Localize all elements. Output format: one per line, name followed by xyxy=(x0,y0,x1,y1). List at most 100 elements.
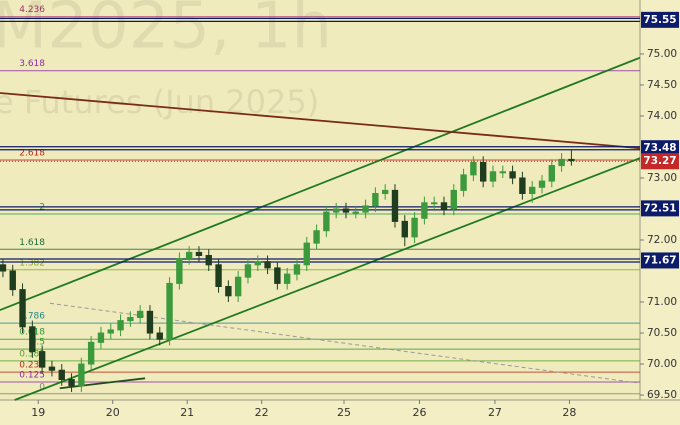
candle-body xyxy=(499,171,506,174)
candle-body xyxy=(293,264,301,275)
candle-body xyxy=(470,161,477,176)
candle-body xyxy=(254,261,261,266)
x-tick-label: 26 xyxy=(412,406,426,419)
trend-line xyxy=(59,377,146,390)
candle-body xyxy=(264,261,271,269)
candle-body xyxy=(528,186,536,194)
watermark: e Futures (Jun 2025) xyxy=(0,83,319,121)
x-tick-label: 27 xyxy=(488,406,502,419)
candle-body xyxy=(274,267,281,284)
price-label-box xyxy=(641,140,679,157)
price-label-box xyxy=(641,252,679,269)
candle-body xyxy=(136,310,144,319)
watermark: M2025, 1h xyxy=(0,0,332,64)
candle-body xyxy=(401,220,408,238)
candle-body xyxy=(38,351,46,368)
candle-body xyxy=(185,251,193,260)
candle-body xyxy=(479,161,487,182)
x-tick-label: 21 xyxy=(180,406,194,419)
x-tick-label: 20 xyxy=(106,406,120,419)
candle-body xyxy=(127,317,134,322)
fib-label: 1.618 xyxy=(19,238,45,248)
candle-body xyxy=(78,363,85,387)
price-label: 71.67 xyxy=(643,254,676,266)
candle-body xyxy=(9,270,16,291)
candle-body xyxy=(87,341,95,365)
candle-body xyxy=(362,205,369,213)
candle-body xyxy=(323,211,330,232)
fib-label: 4.236 xyxy=(19,5,45,15)
candle-body xyxy=(97,332,105,343)
candle-body xyxy=(519,177,526,194)
candle-body xyxy=(372,192,379,207)
price-label-box xyxy=(641,200,679,217)
price-label: 72.51 xyxy=(643,202,676,214)
candle-body xyxy=(58,369,65,381)
candle-body xyxy=(381,189,389,194)
fib-label: 1.382 xyxy=(19,258,45,268)
candle-body xyxy=(107,329,114,334)
candle-body xyxy=(538,180,546,188)
candle-body xyxy=(68,379,75,387)
candle-body xyxy=(421,202,428,219)
trend-line xyxy=(0,56,641,311)
candle-body xyxy=(234,276,242,297)
candle-body xyxy=(19,289,26,328)
x-tick-label: 28 xyxy=(562,406,576,419)
candle-body xyxy=(509,171,516,179)
candle-body xyxy=(352,211,359,214)
candle-body xyxy=(244,264,252,278)
candle-body xyxy=(460,174,467,191)
y-tick-label: 75.00 xyxy=(647,48,677,60)
y-tick-label: 74.00 xyxy=(647,110,677,122)
fib-label: 0.236 xyxy=(19,361,45,371)
candle-body xyxy=(156,332,163,340)
price-label: 75.55 xyxy=(643,14,676,26)
candle-body xyxy=(176,258,183,284)
x-tick-label: 25 xyxy=(337,406,351,419)
candle-body xyxy=(283,273,291,284)
y-tick-label: 73.00 xyxy=(647,172,677,184)
candle-body xyxy=(411,217,418,238)
y-tick-label: 70.50 xyxy=(647,327,677,339)
candle-body xyxy=(48,366,56,371)
candle-body xyxy=(303,242,310,266)
x-tick-label: 19 xyxy=(31,406,45,419)
candle-body xyxy=(342,208,350,213)
fib-label: 0 xyxy=(39,382,45,392)
last-price-label: 73.27 xyxy=(643,155,676,167)
trend-line xyxy=(14,157,641,401)
candle-body xyxy=(450,189,457,210)
candle-body xyxy=(117,320,124,331)
fib-label: 3.618 xyxy=(19,59,45,69)
candle-body xyxy=(225,286,232,297)
y-tick-label: 74.50 xyxy=(647,79,677,91)
candle-body xyxy=(313,230,320,244)
y-tick-label: 71.00 xyxy=(647,296,677,308)
y-tick-label: 69.50 xyxy=(647,389,677,401)
y-tick-label: 70.00 xyxy=(647,358,677,370)
candle-body xyxy=(440,202,448,210)
fib-label: 0.786 xyxy=(19,312,45,322)
price-label-box xyxy=(641,11,679,28)
candle-body xyxy=(391,189,399,222)
candle-body xyxy=(205,255,212,266)
candle-body xyxy=(332,208,340,213)
candle-body xyxy=(489,171,497,182)
candle-body xyxy=(166,282,173,340)
candle-body xyxy=(0,264,7,272)
candle-body xyxy=(215,264,222,288)
last-price-box xyxy=(641,153,679,170)
x-tick-label: 22 xyxy=(255,406,269,419)
candle-body xyxy=(195,251,203,257)
candle-body xyxy=(568,158,575,162)
candle-body xyxy=(29,326,36,353)
candle-body xyxy=(146,310,154,334)
fib-label: 0.125 xyxy=(19,371,45,381)
fib-label: 2.618 xyxy=(19,149,45,159)
candle-body xyxy=(558,158,565,167)
y-tick-label: 72.00 xyxy=(647,234,677,246)
fib-label: 0.5 xyxy=(31,338,45,348)
